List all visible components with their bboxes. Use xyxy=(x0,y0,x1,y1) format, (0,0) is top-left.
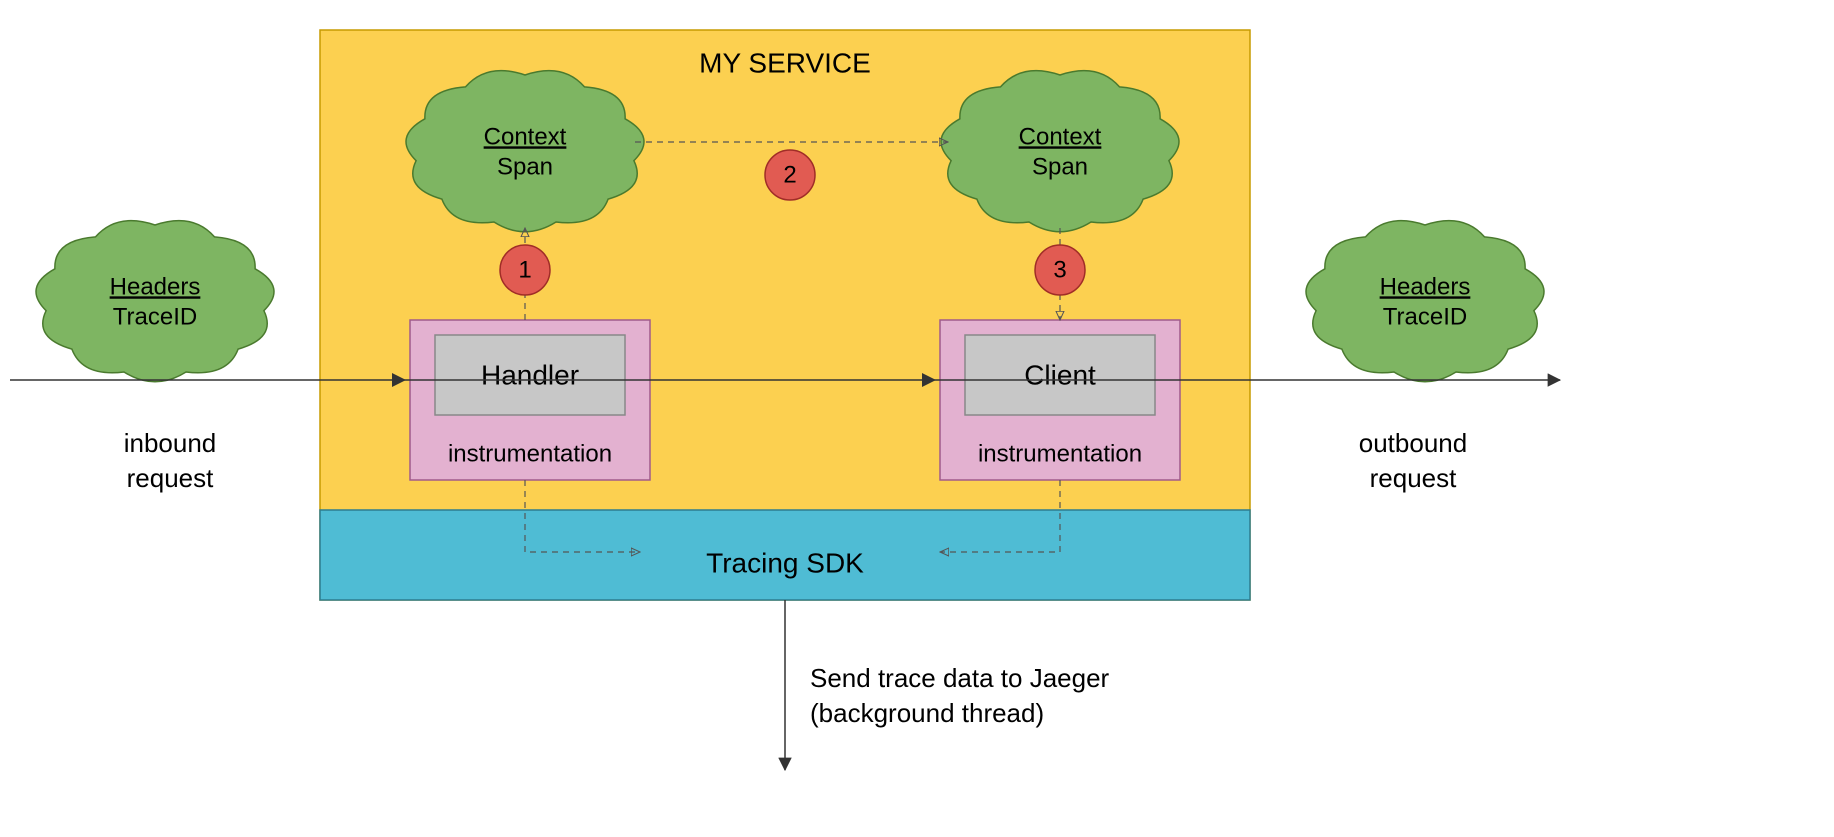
cloud-headers-right xyxy=(1306,221,1544,382)
handler-label: Handler xyxy=(481,359,579,390)
cloud-context-right-title: Context xyxy=(1019,123,1102,150)
cloud-context-left-title: Context xyxy=(484,123,567,150)
instrumentation-handler-label: instrumentation xyxy=(448,440,612,467)
label-send1: Send trace data to Jaeger xyxy=(810,663,1110,693)
label-send2: (background thread) xyxy=(810,698,1044,728)
cloud-headers-left-sub: TraceID xyxy=(113,303,197,330)
cloud-context-left-sub: Span xyxy=(497,153,553,180)
cloud-headers-left xyxy=(36,221,274,382)
service-title: MY SERVICE xyxy=(699,47,871,78)
step-num-3: 3 xyxy=(1053,256,1066,283)
label-inbound1: inbound xyxy=(124,428,217,458)
instrumentation-client-label: instrumentation xyxy=(978,440,1142,467)
label-outbound2: request xyxy=(1370,463,1457,493)
cloud-context-right-sub: Span xyxy=(1032,153,1088,180)
step-num-1: 1 xyxy=(518,256,531,283)
diagram-canvas: Handler instrumentation Client instrumentat… xyxy=(0,0,1834,837)
step-num-2: 2 xyxy=(783,161,796,188)
label-outbound1: outbound xyxy=(1359,428,1467,458)
cloud-headers-right-title: Headers xyxy=(1380,273,1471,300)
cloud-headers-left-title: Headers xyxy=(110,273,201,300)
sdk-label: Tracing SDK xyxy=(706,547,864,578)
cloud-headers-right-sub: TraceID xyxy=(1383,303,1467,330)
label-inbound2: request xyxy=(127,463,214,493)
client-label: Client xyxy=(1024,359,1096,390)
